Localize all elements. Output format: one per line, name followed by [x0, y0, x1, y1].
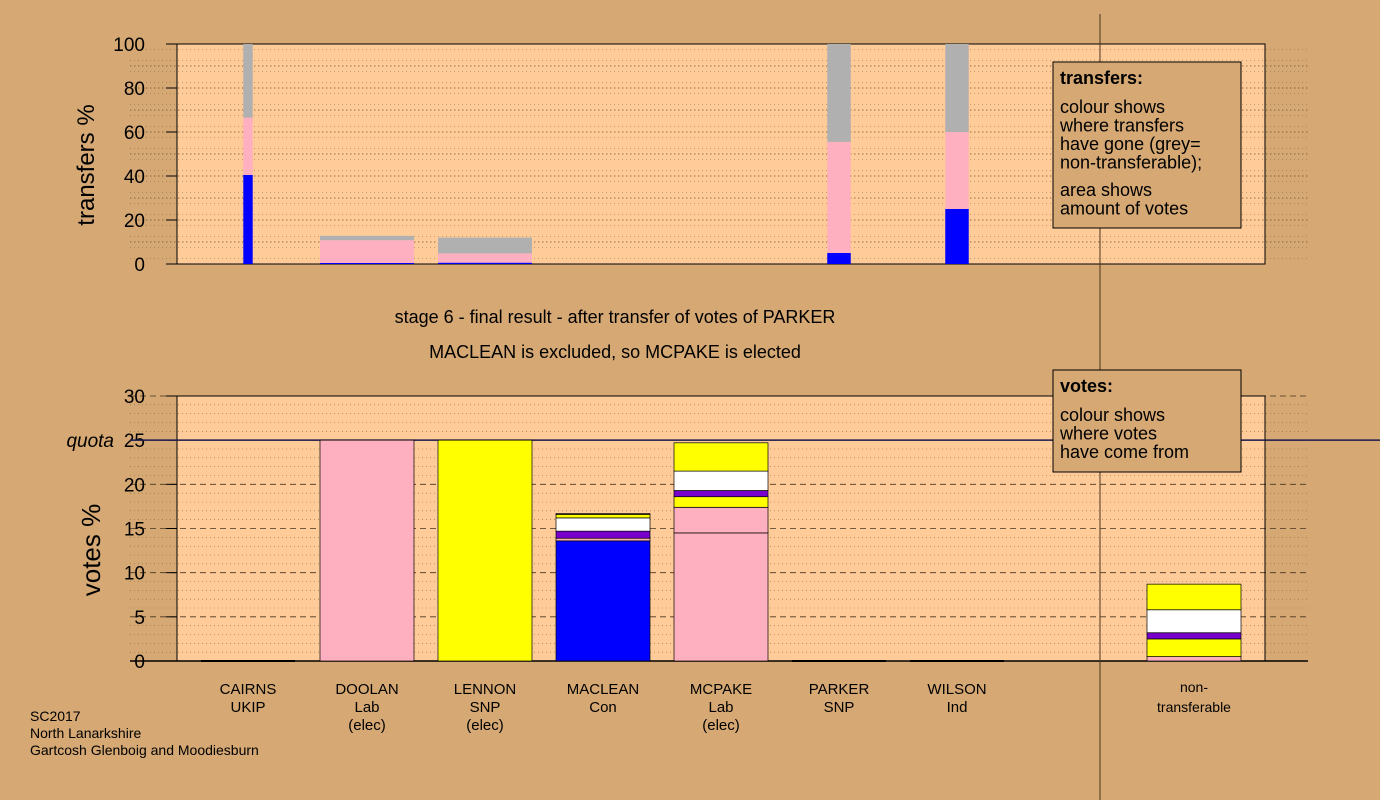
candidate-name: DOOLAN — [335, 681, 398, 698]
candidate-name: WILSON — [927, 681, 986, 698]
candidate-status: (elec) — [348, 717, 386, 734]
stage-title: stage 6 - final result - after transfer … — [395, 307, 836, 327]
transfer-bar-segment — [243, 174, 253, 264]
candidate-name: PARKER — [809, 681, 870, 698]
votes-y-tick-label: 25 — [124, 431, 145, 452]
vote-bar-segment — [555, 540, 651, 662]
candidate-name: MACLEAN — [567, 681, 640, 698]
transfers-y-tick-label: 40 — [124, 167, 145, 188]
vote-bar-segment — [319, 439, 415, 662]
transfers-y-axis-label: transfers % — [73, 104, 100, 225]
nontransferable-bar-segment — [1146, 638, 1242, 657]
candidate-party: Ind — [947, 699, 968, 716]
votes-legend-box — [1052, 369, 1242, 473]
stage-subtitle: MACLEAN is excluded, so MCPAKE is electe… — [429, 342, 801, 362]
votes-legend-text: where votes — [1059, 424, 1157, 444]
transfer-bar-segment — [827, 141, 851, 253]
candidate-party: SNP — [470, 699, 501, 716]
vote-bar-segment — [673, 470, 769, 491]
transfers-y-tick-label: 60 — [124, 123, 145, 144]
vote-bar-segment — [555, 537, 651, 542]
transfers-legend-text: non-transferable); — [1060, 153, 1202, 173]
vote-bar-segment — [673, 442, 769, 472]
candidate-name: CAIRNS — [220, 681, 277, 698]
nontransferable-bar-segment — [1146, 632, 1242, 640]
transfer-bar-segment — [438, 237, 532, 254]
vote-bar-segment — [555, 513, 651, 515]
transfer-bar-segment — [827, 44, 851, 142]
transfer-bar-segment — [320, 240, 414, 263]
candidate-party: Lab — [354, 699, 379, 716]
transfers-y-tick-label: 80 — [124, 79, 145, 100]
transfer-bar-segment — [945, 44, 969, 132]
candidate-party: UKIP — [230, 699, 265, 716]
transfers-legend-text: where transfers — [1059, 116, 1184, 136]
vote-bar-segment — [555, 530, 651, 539]
footer-code: SC2017 — [30, 708, 81, 724]
transfer-bar-segment — [243, 44, 253, 118]
candidate-status: (elec) — [466, 717, 504, 734]
transfers-y-tick-label: 0 — [134, 255, 145, 276]
vote-bar-segment — [673, 532, 769, 662]
vote-bar-segment — [673, 496, 769, 508]
transfers-legend-box — [1052, 61, 1242, 229]
votes-y-tick-label: 30 — [124, 387, 145, 408]
transfers-plot-frame — [176, 43, 1266, 265]
candidate-party: Con — [589, 699, 617, 716]
vote-bar-segment — [555, 514, 651, 519]
transfer-bar-segment — [945, 132, 969, 209]
transfers-legend-text: colour shows — [1060, 97, 1165, 117]
quota-label: quota — [66, 431, 114, 452]
votes-y-tick-label: 15 — [124, 520, 145, 541]
transfer-bar-segment — [438, 262, 532, 264]
transfer-bar-segment — [243, 117, 253, 175]
transfers-y-tick-label: 100 — [113, 35, 145, 56]
nontransferable-bar-segment — [1146, 583, 1242, 611]
votes-y-tick-label: 0 — [134, 652, 145, 673]
transfers-legend-title: transfers: — [1060, 68, 1143, 88]
nontransferable-label: transferable — [1157, 699, 1231, 715]
nontransferable-bar-segment — [1146, 609, 1242, 634]
vote-bar-segment — [673, 490, 769, 498]
votes-y-tick-label: 5 — [134, 608, 145, 629]
transfers-legend-text: amount of votes — [1060, 199, 1188, 219]
nontransferable-label: non- — [1180, 679, 1208, 695]
transfers-y-tick-label: 20 — [124, 211, 145, 232]
votes-y-tick-label: 10 — [124, 564, 145, 585]
transfer-bar-segment — [438, 253, 532, 263]
candidate-name: LENNON — [454, 681, 517, 698]
candidate-status: (elec) — [702, 717, 740, 734]
nontransferable-bar-segment — [1146, 656, 1242, 662]
transfers-legend-text: area shows — [1060, 180, 1152, 200]
candidate-party: Lab — [708, 699, 733, 716]
transfer-bar-segment — [945, 209, 969, 264]
votes-legend-text: have come from — [1060, 442, 1189, 462]
candidate-party: SNP — [824, 699, 855, 716]
votes-y-axis-label: votes % — [76, 504, 106, 597]
transfer-bar-segment — [827, 253, 851, 264]
vote-bar-segment — [437, 439, 533, 662]
vote-bar-segment — [673, 506, 769, 534]
transfers-legend-text: have gone (grey= — [1060, 134, 1201, 154]
transfer-bar-segment — [320, 262, 414, 264]
candidate-name: MCPAKE — [690, 681, 752, 698]
vote-bar-segment — [555, 517, 651, 532]
votes-legend-title: votes: — [1060, 376, 1113, 396]
votes-legend-text: colour shows — [1060, 405, 1165, 425]
votes-y-tick-label: 20 — [124, 475, 145, 496]
footer-ward: Gartcosh Glenboig and Moodiesburn — [30, 742, 259, 758]
footer-council: North Lanarkshire — [30, 725, 141, 741]
transfer-bar-segment — [320, 235, 414, 241]
